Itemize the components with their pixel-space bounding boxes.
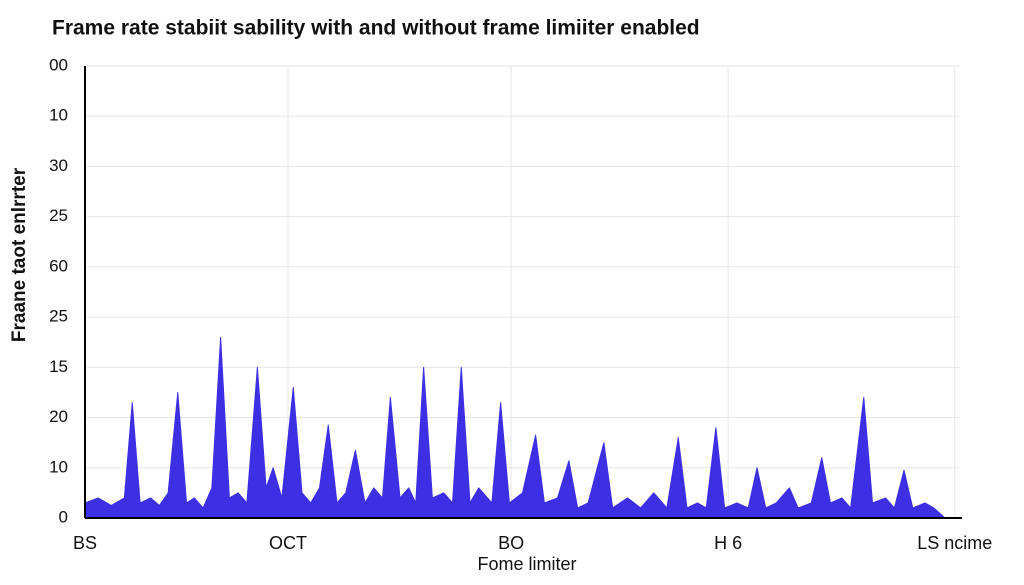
y-tick-label: 10 [49,457,68,476]
y-tick-label: 25 [49,206,68,225]
y-axis-label: Fraane taot enlrrter [9,167,30,342]
chart-title: Frame rate stabiit sability with and wit… [52,17,700,40]
y-tick-label: 0 [59,507,68,526]
y-tick-label: 10 [49,106,68,125]
y-tick-label: 20 [49,407,68,426]
y-tick-label: 15 [49,357,68,376]
x-tick-label: LS ncime [917,533,992,553]
area [84,336,946,519]
y-tick-label: 30 [49,156,68,175]
x-tick-label: BO [498,533,524,553]
y-tick-label: 25 [49,307,68,326]
y-tick-label: 00 [49,55,68,74]
x-tick-label: OCT [269,533,307,553]
x-tick-label: H 6 [714,533,742,553]
x-axis-label: Fome limiter [477,554,576,574]
x-tick-label: BS [73,533,97,553]
y-tick-label: 60 [49,256,68,275]
